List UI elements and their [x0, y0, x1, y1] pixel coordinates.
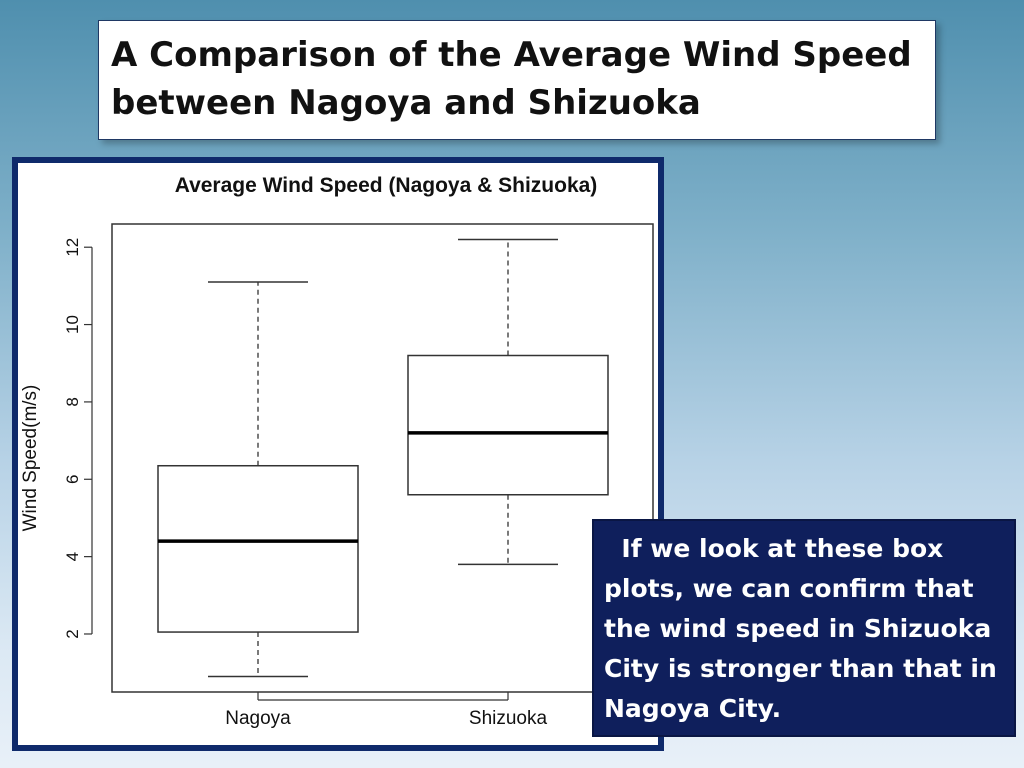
x-tick-label-nagoya: Nagoya [225, 708, 291, 729]
box-nagoya [157, 281, 359, 678]
chart-canvas: Average Wind Speed (Nagoya & Shizuoka) 2… [20, 174, 654, 729]
x-axis: Nagoya Shizuoka [225, 692, 548, 729]
y-tick-label-8: 8 [63, 397, 82, 406]
iqr-box-nagoya [157, 464, 359, 633]
slide-title: A Comparison of the Average Wind Speed b… [98, 20, 936, 140]
y-axis-label: Wind Speed(m/s) [20, 385, 41, 532]
conclusion-callout: If we look at these box plots, we can co… [592, 519, 1016, 737]
iqr-box-shizuoka [407, 354, 609, 496]
y-tick-label-10: 10 [63, 315, 82, 334]
boxplot-chart: Average Wind Speed (Nagoya & Shizuoka) 2… [12, 157, 664, 751]
box-shizuoka [407, 238, 609, 566]
y-tick-label-12: 12 [63, 238, 82, 257]
x-tick-label-shizuoka: Shizuoka [469, 708, 548, 729]
y-tick-label-4: 4 [63, 552, 82, 561]
box-series [157, 238, 609, 678]
y-tick-label-2: 2 [63, 629, 82, 638]
y-tick-label-6: 6 [63, 475, 82, 484]
plot-area [111, 223, 654, 693]
chart-title: Average Wind Speed (Nagoya & Shizuoka) [175, 174, 598, 197]
y-axis: 2 4 6 8 10 12 [63, 238, 93, 639]
